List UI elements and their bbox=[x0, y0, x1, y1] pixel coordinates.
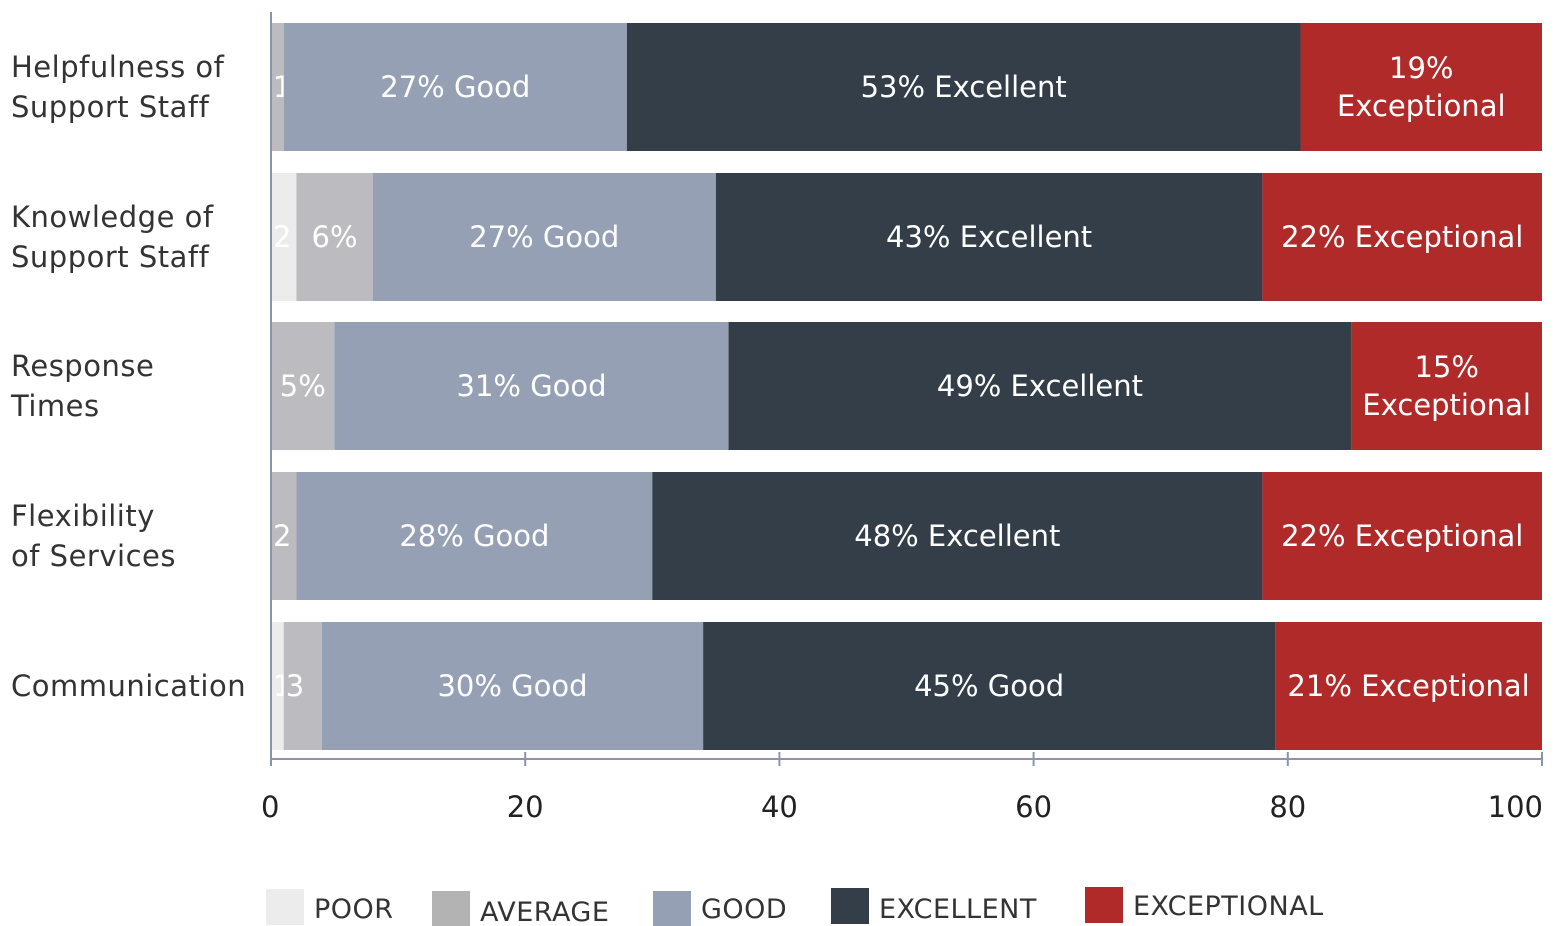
segment-label: 53% Excellent bbox=[861, 70, 1067, 104]
legend-swatch-good bbox=[653, 891, 691, 926]
bar-segment-good bbox=[321, 622, 704, 750]
bar-segment-excellent bbox=[703, 622, 1276, 750]
category-label: Flexibility bbox=[11, 499, 155, 533]
segment-label: 30% Good bbox=[437, 669, 587, 703]
segment-label: 43% Excellent bbox=[886, 220, 1092, 254]
segment-label: Exceptional bbox=[1337, 89, 1506, 123]
x-tick-label: 60 bbox=[1015, 790, 1052, 824]
x-tick-label: 80 bbox=[1269, 790, 1306, 824]
category-label: Support Staff bbox=[11, 90, 210, 124]
bar-segment-exceptional bbox=[1262, 173, 1542, 301]
bar-segment-good bbox=[296, 472, 653, 600]
segment-label: 3 bbox=[286, 669, 304, 703]
bar-segment-excellent bbox=[728, 322, 1352, 450]
category-label: Knowledge of bbox=[11, 200, 214, 234]
bar-segment-poor bbox=[271, 173, 297, 301]
x-tick-label: 20 bbox=[507, 790, 544, 824]
bar-segment-average bbox=[296, 173, 373, 301]
legend-label-exceptional: EXCEPTIONAL bbox=[1133, 891, 1324, 922]
segment-label: Exceptional bbox=[1362, 388, 1531, 422]
segment-label: 5% bbox=[280, 369, 326, 403]
segment-label: 2 bbox=[273, 519, 291, 553]
bar-segment-excellent bbox=[715, 173, 1263, 301]
legend-label-good: GOOD bbox=[701, 894, 787, 925]
segment-label: 45% Good bbox=[914, 669, 1064, 703]
segment-label: 15% bbox=[1414, 350, 1478, 384]
bar-segment-good bbox=[334, 322, 729, 450]
segment-label: 2 bbox=[273, 220, 291, 254]
category-label: of Services bbox=[11, 539, 176, 573]
category-label: Times bbox=[10, 389, 100, 423]
bar-segment-exceptional bbox=[1275, 622, 1542, 750]
category-label: Helpfulness of bbox=[11, 50, 225, 84]
legend-swatch-exceptional bbox=[1085, 887, 1123, 923]
legend-swatch-average bbox=[432, 891, 470, 926]
category-label: Communication bbox=[11, 669, 246, 703]
legend-label-average: AVERAGE bbox=[480, 897, 609, 926]
bar-segment-poor bbox=[271, 622, 284, 750]
bar-segment-exceptional bbox=[1351, 322, 1542, 450]
bar-segment-good bbox=[283, 23, 627, 151]
segment-label: 48% Excellent bbox=[854, 519, 1060, 553]
segment-label: 22% Exceptional bbox=[1281, 519, 1523, 553]
segment-label: 27% Good bbox=[469, 220, 619, 254]
legend-swatch-excellent bbox=[831, 888, 869, 924]
bar-segment-exceptional bbox=[1262, 472, 1542, 600]
legend-label-excellent: EXCELLENT bbox=[879, 894, 1037, 925]
x-tick-label: 40 bbox=[761, 790, 798, 824]
segment-label: 6% bbox=[312, 220, 358, 254]
segment-label: 21% Exceptional bbox=[1287, 669, 1529, 703]
segment-label: 49% Excellent bbox=[937, 369, 1143, 403]
x-axis: 0 20 40 60 80 100 bbox=[261, 12, 1543, 824]
x-tick-label: 100 bbox=[1488, 790, 1543, 824]
bar-segment-average bbox=[271, 23, 284, 151]
legend-swatch-poor bbox=[266, 889, 304, 925]
bar-segment-excellent bbox=[626, 23, 1301, 151]
segment-label: 28% Good bbox=[399, 519, 549, 553]
segment-label: 22% Exceptional bbox=[1281, 220, 1523, 254]
bar-segment-average bbox=[271, 322, 335, 450]
category-label: Support Staff bbox=[11, 240, 210, 274]
bar-segment-exceptional bbox=[1300, 23, 1542, 151]
category-labels: Helpfulness of Support Staff Knowledge of S… bbox=[10, 50, 246, 703]
segment-label: 19% bbox=[1389, 51, 1453, 85]
legend: POOR AVERAGE GOOD EXCELLENT EXCEPTIONAL bbox=[266, 887, 1324, 926]
bar-segment-average bbox=[283, 622, 322, 750]
category-label: Response bbox=[11, 349, 154, 383]
segment-label: 27% Good bbox=[380, 70, 530, 104]
segment-label: 31% Good bbox=[457, 369, 607, 403]
bar-segment-average bbox=[271, 472, 297, 600]
legend-label-poor: POOR bbox=[314, 894, 394, 925]
x-tick-label: 0 bbox=[261, 790, 279, 824]
bar-segment-good bbox=[372, 173, 716, 301]
bar-segment-excellent bbox=[652, 472, 1263, 600]
